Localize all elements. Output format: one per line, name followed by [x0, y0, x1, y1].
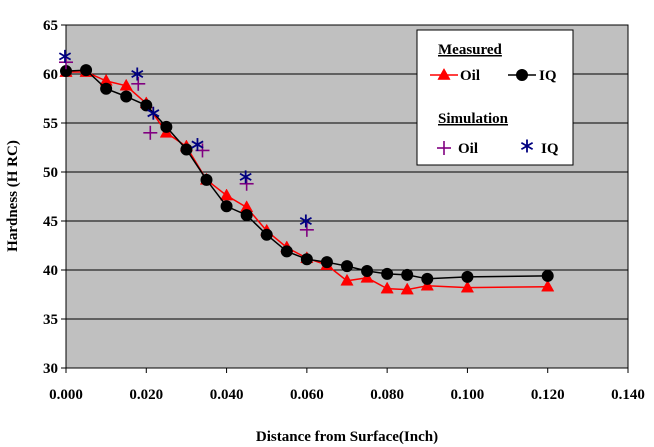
- point-simulation-iq-arm: [239, 172, 252, 181]
- point-measured-iq: [120, 90, 133, 103]
- point-measured-iq: [461, 270, 474, 283]
- y-tick-label: 35: [43, 312, 58, 328]
- point-simulation-iq-arm: [299, 216, 312, 226]
- point-measured-iq: [260, 228, 273, 241]
- x-tick-label: 0.060: [290, 387, 324, 403]
- point-measured-iq: [300, 253, 313, 266]
- point-measured-iq: [80, 64, 93, 77]
- y-tick-label: 50: [43, 165, 58, 181]
- point-measured-iq: [140, 99, 153, 112]
- legend-label-oil-simulation: Oil: [458, 141, 478, 157]
- series-simulation-oil: [59, 55, 314, 237]
- series-simulation-iq: [58, 49, 312, 228]
- legend-label-iq-measured: IQ: [539, 68, 557, 84]
- point-measured-iq: [200, 173, 213, 186]
- point-simulation-iq: [58, 49, 72, 63]
- y-axis-title: Hardness (H RC): [5, 140, 21, 252]
- point-simulation-iq: [299, 214, 312, 228]
- point-measured-oil: [340, 273, 354, 286]
- legend-swatch-asterisk-iq-arm: [520, 141, 534, 151]
- point-simulation-iq-arm: [58, 52, 72, 61]
- x-tick-label: 0.040: [210, 387, 244, 403]
- legend: Measured Oil IQ Simulation Oil IQ: [416, 29, 574, 166]
- x-tick-label: 0.000: [49, 387, 83, 403]
- point-measured-iq: [381, 267, 394, 280]
- y-tick-label: 40: [43, 263, 58, 279]
- point-simulation-iq-arm: [191, 140, 204, 149]
- legend-label-iq-simulation: IQ: [541, 141, 559, 157]
- legend-heading-measured: Measured: [438, 42, 503, 58]
- point-simulation-iq-arm: [147, 109, 160, 118]
- point-measured-oil: [380, 281, 394, 294]
- point-simulation-iq-arm: [131, 69, 144, 79]
- legend-measured-entries: [430, 67, 536, 81]
- point-simulation-oil: [299, 222, 314, 237]
- point-simulation-oil: [131, 76, 146, 91]
- x-tick-label: 0.140: [611, 387, 645, 403]
- point-measured-iq: [220, 200, 233, 213]
- point-measured-oil: [219, 188, 234, 201]
- point-measured-oil: [460, 280, 475, 293]
- y-tick-label: 55: [43, 116, 58, 132]
- legend-box: [416, 29, 574, 166]
- point-simulation-oil: [239, 176, 254, 191]
- point-measured-oil: [119, 78, 133, 91]
- y-tick-label: 45: [43, 214, 58, 230]
- legend-swatch-triangle-oil: [437, 67, 451, 80]
- point-measured-iq: [180, 143, 193, 156]
- point-measured-iq: [401, 268, 414, 281]
- x-tick-label: 0.080: [370, 387, 404, 403]
- point-measured-iq: [541, 269, 554, 282]
- legend-label-oil-measured: Oil: [460, 68, 480, 84]
- legend-swatch-circle-iq: [516, 69, 528, 81]
- point-measured-iq: [320, 256, 333, 269]
- point-simulation-iq: [131, 67, 144, 81]
- y-tick-label: 30: [43, 361, 58, 377]
- legend-simulation-entries: [437, 139, 534, 155]
- point-measured-iq: [341, 260, 353, 273]
- legend-swatch-plus-oil: [437, 141, 451, 155]
- point-measured-iq: [421, 272, 434, 285]
- point-simulation-oil: [143, 125, 158, 140]
- x-tick-label: 0.020: [129, 387, 163, 403]
- y-tick-label: 60: [43, 67, 58, 83]
- axes: [61, 24, 629, 373]
- point-measured-iq: [280, 245, 293, 258]
- point-simulation-iq: [191, 138, 204, 152]
- point-simulation-iq: [147, 106, 160, 120]
- point-measured-iq: [100, 82, 113, 95]
- series-group: [58, 49, 555, 295]
- x-tick-label: 0.120: [531, 387, 565, 403]
- point-measured-oil: [541, 279, 555, 292]
- legend-swatch-asterisk-iq: [520, 139, 534, 153]
- point-measured-oil: [400, 282, 414, 295]
- point-measured-iq: [240, 209, 253, 222]
- point-simulation-iq: [239, 170, 252, 184]
- x-axis-title: Distance from Surface(Inch): [256, 429, 438, 445]
- series-measured-iq: [60, 64, 554, 285]
- y-tick-label: 65: [43, 18, 58, 34]
- tick-labels: 30 35 40 45 50 55 60 65 0.000 0.020 0.040 0.060 0.08…: [43, 18, 645, 403]
- legend-heading-simulation: Simulation: [438, 111, 509, 127]
- point-measured-iq: [361, 264, 374, 277]
- point-measured-iq: [160, 120, 173, 133]
- x-tick-label: 0.100: [451, 387, 485, 403]
